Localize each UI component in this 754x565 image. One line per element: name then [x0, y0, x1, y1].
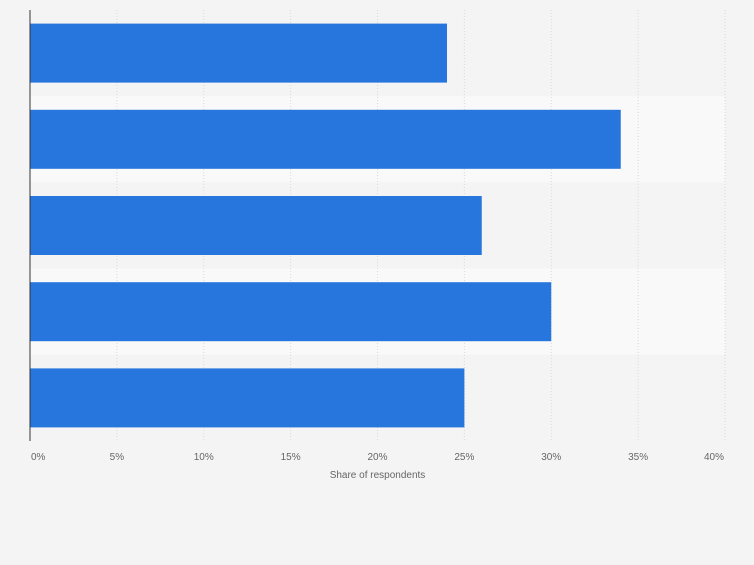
x-tick-label: 25%	[454, 452, 474, 463]
bars	[30, 23, 621, 428]
x-tick-label: 15%	[281, 452, 301, 463]
x-axis-label: Share of respondents	[330, 470, 426, 481]
bar	[30, 282, 552, 342]
x-tick-label: 10%	[194, 452, 214, 463]
bar	[30, 109, 621, 169]
bar	[30, 368, 465, 428]
x-tick-label: 35%	[628, 452, 648, 463]
x-tick-label: 0%	[31, 452, 46, 463]
x-tick-label: 20%	[367, 452, 387, 463]
x-tick-label: 5%	[110, 452, 125, 463]
x-tick-label: 30%	[541, 452, 561, 463]
x-tick-label: 40%	[704, 452, 724, 463]
bar	[30, 23, 447, 83]
x-tick-labels: 0% 5% 10% 15% 20% 25% 30% 35% 40%	[31, 452, 724, 463]
bar	[30, 196, 482, 255]
